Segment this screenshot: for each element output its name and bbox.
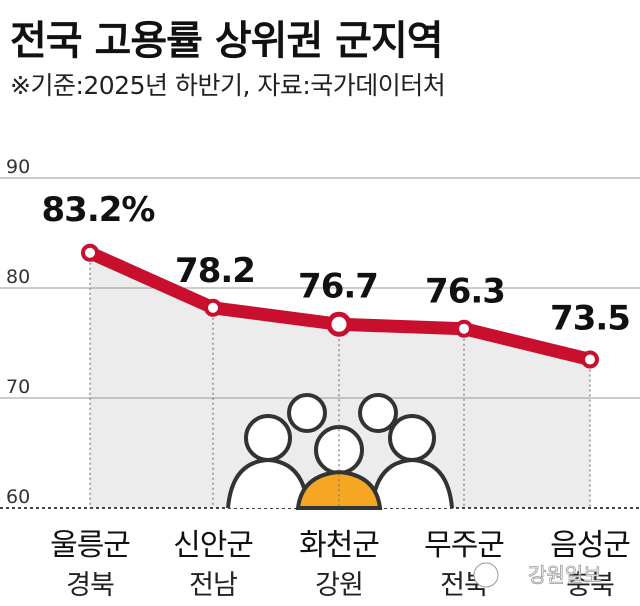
- y-tick-label: 70: [6, 376, 30, 398]
- data-label: 76.7: [298, 266, 378, 306]
- data-point: [455, 319, 473, 338]
- person-icon: [226, 414, 310, 509]
- data-label: 78.2: [175, 251, 255, 291]
- watermark-emblem-icon: [473, 562, 499, 588]
- x-category-label: 무주군: [424, 528, 504, 563]
- area-layer: [90, 252, 590, 508]
- y-tick-label: 80: [6, 266, 30, 288]
- data-point: [581, 350, 599, 369]
- people-illustration: [226, 393, 454, 510]
- x-category-label: 화천군: [299, 528, 379, 563]
- watermark-logo: 강원일보: [528, 563, 602, 587]
- x-category-label: 울릉군: [50, 528, 130, 563]
- data-point: [204, 298, 222, 317]
- y-tick-label: 60: [6, 486, 30, 508]
- x-category-label: 신안군: [173, 528, 253, 563]
- data-points: [81, 243, 599, 369]
- y-tick-label: 90: [6, 156, 30, 178]
- x-region-label: 충북: [566, 570, 614, 601]
- area-fill: [90, 252, 590, 508]
- x-category-label: 음성군: [550, 528, 630, 563]
- data-label: 76.3: [425, 272, 505, 312]
- x-region-label: 전남: [189, 570, 237, 601]
- chart-title: 전국 고용률 상위권 군지역: [10, 18, 444, 64]
- data-point: [81, 243, 99, 262]
- highlight-data-point: [326, 311, 352, 337]
- person-icon: [287, 393, 398, 433]
- data-label: 73.5: [550, 299, 630, 339]
- person-icon: [370, 414, 454, 509]
- chart-subtitle: ※기준:2025년 하반기, 자료:국가데이터처: [10, 71, 446, 100]
- labels-layer: 90 80 70 60 83.2% 78.2 76.7 76.3 73.5 울릉군 신안군 화천군 무주…: [6, 156, 631, 601]
- data-label: 83.2%: [42, 190, 155, 230]
- drop-lines: [89, 252, 591, 508]
- x-region-label: 강원: [315, 570, 363, 601]
- x-region-label: 경북: [66, 570, 114, 601]
